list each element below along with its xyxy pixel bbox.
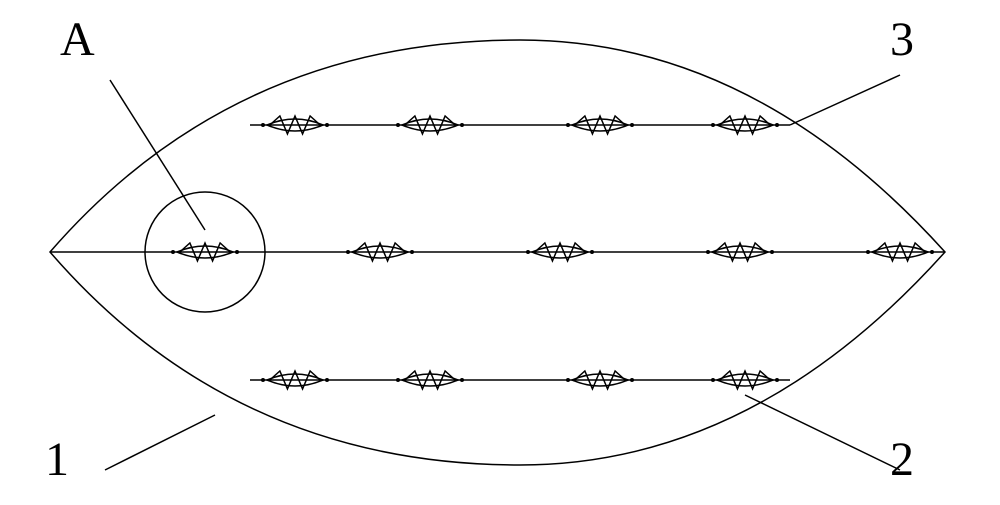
leader-line [745, 395, 900, 470]
leader-line [790, 75, 900, 125]
label-2: 2 [890, 432, 914, 487]
leader-lines [105, 75, 900, 470]
horizontal-lines-group [50, 116, 945, 389]
label-3: 3 [890, 12, 914, 67]
diagram-canvas [0, 0, 1000, 505]
label-1: 1 [45, 432, 69, 487]
leader-line [105, 415, 215, 470]
label-A: A [60, 12, 95, 67]
leader-line [110, 80, 205, 230]
